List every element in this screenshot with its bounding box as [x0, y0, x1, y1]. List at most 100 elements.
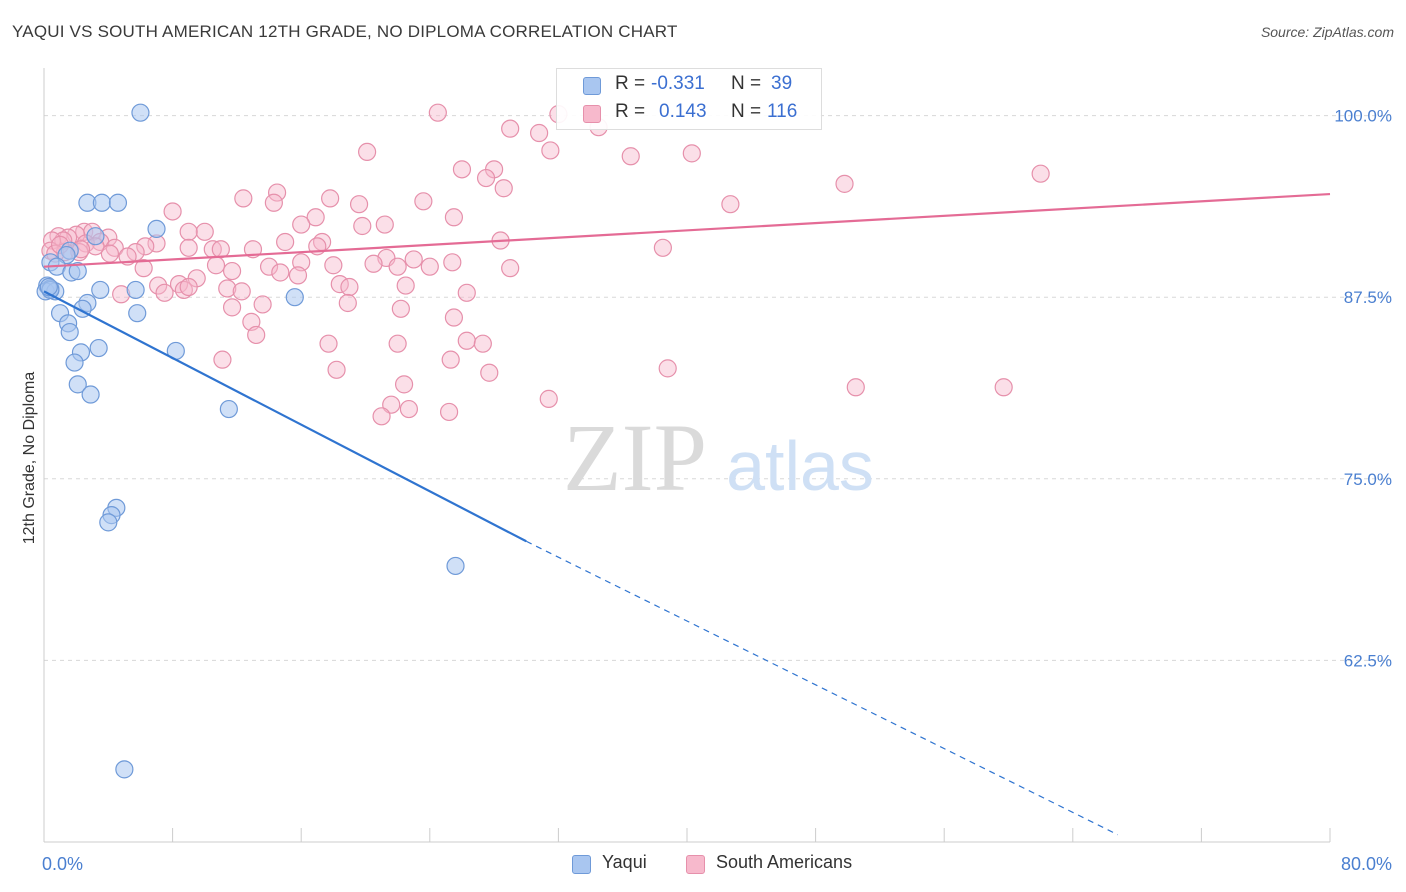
- south-americans-point: [353, 216, 372, 236]
- south-americans-point: [658, 359, 677, 378]
- n-value: 116: [767, 101, 798, 122]
- yaqui-point: [108, 193, 128, 212]
- south-americans-point: [473, 334, 492, 353]
- yaqui-point: [147, 219, 166, 239]
- south-americans-point: [136, 237, 155, 256]
- x-tick-label-max: 80.0%: [1341, 854, 1392, 874]
- n-label: N =: [731, 73, 762, 94]
- south-americans-point: [134, 259, 153, 278]
- yaqui-point: [285, 288, 304, 307]
- x-tick-label-min: 0.0%: [42, 854, 83, 874]
- yaqui-point: [92, 193, 111, 212]
- n-label: N =: [731, 101, 762, 122]
- south-americans-point: [452, 160, 472, 179]
- south-americans-point: [206, 256, 226, 275]
- south-americans-point: [480, 363, 499, 382]
- south-americans-point: [338, 293, 357, 313]
- south-americans-point: [444, 308, 464, 327]
- south-americans-point: [494, 179, 513, 198]
- south-americans-point: [621, 147, 640, 166]
- y-tick-label: 75.0%: [1344, 470, 1392, 489]
- watermark-atlas: atlas: [726, 427, 874, 505]
- yaqui-point: [99, 513, 118, 532]
- south-americans-point: [149, 276, 168, 295]
- r-value: -0.331: [651, 73, 705, 94]
- trend-lines: [43, 192, 1331, 836]
- south-americans-point: [501, 119, 520, 138]
- south-americans-point: [105, 238, 124, 257]
- south-americans-point: [234, 189, 253, 208]
- south-americans-legend-swatch: [686, 855, 705, 874]
- yaqui-point: [60, 322, 79, 342]
- legend-label-yaqui: Yaqui: [602, 852, 647, 872]
- south-americans-point: [155, 283, 174, 302]
- south-americans-point: [319, 334, 338, 353]
- south-americans-point: [420, 257, 439, 276]
- yaqui-swatch: [583, 77, 601, 95]
- yaqui-point: [91, 280, 110, 300]
- south-americans-point: [349, 195, 369, 214]
- south-americans-point: [324, 256, 343, 275]
- south-americans-swatch: [583, 105, 601, 123]
- south-americans-point: [835, 174, 854, 193]
- south-americans-point: [222, 298, 242, 317]
- south-americans-point: [179, 238, 198, 257]
- south-americans-point: [457, 283, 476, 302]
- grid-lines: [44, 115, 1390, 661]
- r-label: R =: [615, 101, 646, 122]
- yaqui-point: [115, 760, 134, 779]
- south-americans-point: [364, 254, 383, 273]
- south-americans-point: [428, 103, 447, 122]
- south-americans-point: [264, 193, 283, 212]
- south-americans-point: [396, 276, 415, 295]
- south-americans-point: [213, 350, 232, 369]
- south-americans-point: [1031, 164, 1050, 183]
- yaqui-trend-line: [43, 290, 527, 543]
- yaqui-point: [65, 353, 84, 372]
- yaqui-point: [68, 375, 87, 394]
- yaqui-point: [68, 261, 87, 281]
- south-americans-point: [530, 123, 549, 143]
- south-americans-point: [414, 192, 433, 211]
- bottom-legend: Yaqui South Americans: [0, 852, 1406, 878]
- r-value: 0.143: [659, 101, 707, 122]
- yaqui-point: [446, 556, 465, 576]
- n-value: 39: [771, 73, 793, 94]
- south-americans-point: [271, 263, 290, 282]
- yaqui-trend-extension: [525, 540, 1119, 836]
- south-americans-point: [444, 208, 464, 227]
- south-americans-point: [375, 215, 394, 234]
- south-americans-point: [306, 208, 325, 227]
- y-tick-label: 100.0%: [1334, 107, 1392, 126]
- south-americans-point: [327, 360, 346, 379]
- south-americans-point: [267, 183, 287, 202]
- south-americans-trend-line: [43, 192, 1331, 268]
- south-americans-point: [457, 331, 476, 350]
- stats-legend: R = -0.331 N = 39 R = 0.143 N = 116: [556, 68, 822, 130]
- south-americans-point: [441, 350, 460, 369]
- yaqui-point: [57, 245, 76, 265]
- south-americans-point: [682, 144, 701, 163]
- south-americans-point: [443, 253, 462, 272]
- south-americans-point: [382, 395, 401, 414]
- watermark: ZIP atlas: [563, 404, 874, 511]
- south-americans-point: [321, 189, 340, 208]
- chart-title: YAQUI VS SOUTH AMERICAN 12TH GRADE, NO D…: [12, 22, 678, 41]
- south-americans-point: [846, 378, 865, 397]
- south-americans-point: [179, 277, 198, 297]
- south-americans-point: [541, 141, 560, 160]
- south-americans-point: [247, 325, 266, 345]
- legend-label-south-americans: South Americans: [716, 852, 853, 872]
- r-label: R =: [615, 73, 646, 94]
- south-americans-point: [399, 399, 419, 419]
- south-americans-point: [358, 142, 377, 162]
- south-americans-point: [721, 195, 740, 214]
- south-americans-point: [404, 250, 423, 269]
- south-americans-point: [243, 240, 263, 259]
- south-americans-point: [211, 240, 230, 259]
- watermark-zip: ZIP: [563, 404, 707, 511]
- yaqui-point: [126, 280, 145, 300]
- south-americans-point: [232, 282, 251, 301]
- south-americans-point: [372, 407, 391, 426]
